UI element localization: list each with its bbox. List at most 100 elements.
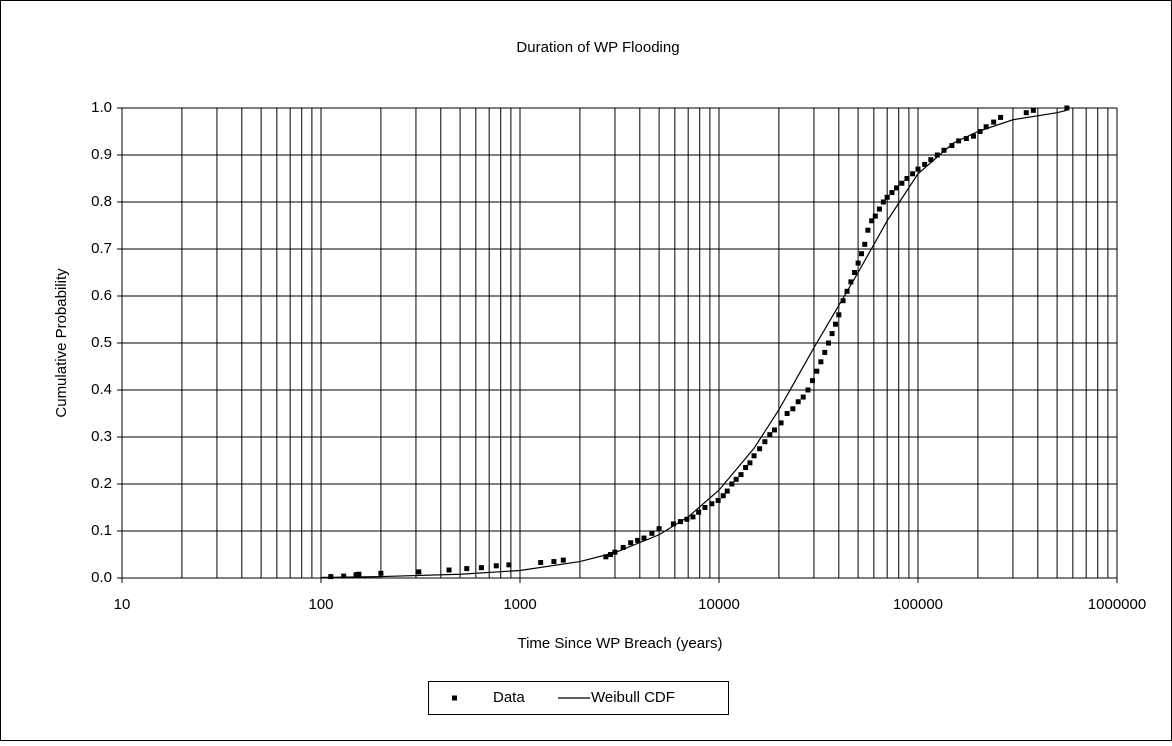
data-point [869,218,875,224]
data-point [970,133,976,139]
y-tick-label: 0.7 [91,240,112,257]
data-point [818,359,824,365]
fit-line [320,109,1068,579]
data-point [858,251,864,257]
data-point [833,321,839,327]
data-point [840,298,846,304]
y-tick-label: 1.0 [91,99,112,116]
data-point [829,331,835,337]
data-point [998,114,1004,120]
legend-marker [452,695,457,701]
data-point [464,566,470,572]
data-point [670,521,676,527]
y-tick-label: 0.4 [91,381,112,398]
data-point [795,399,801,405]
data-point [862,241,868,247]
data-point [822,349,828,355]
data-point [762,439,768,445]
y-tick-label: 0.3 [91,428,112,445]
data-point [852,270,858,275]
data-point [715,497,721,503]
data-point [506,562,512,568]
data-point [738,472,744,478]
data-point [328,574,334,580]
data-point [635,537,641,543]
data-point [915,166,921,172]
data-point [809,378,815,384]
data-point [684,516,690,522]
data-point [894,185,900,191]
data-point [538,559,544,565]
data-point [884,194,890,200]
data-point [800,394,806,400]
data-point [865,227,871,233]
data-point [757,446,763,452]
data-point [941,147,947,153]
data-point [603,554,609,560]
data-point [751,453,757,459]
y-tick-label: 0.5 [91,334,112,351]
data-point [977,129,983,134]
legend-label: Data [493,689,525,706]
data-point [910,171,916,177]
legend-label: Weibull CDF [591,689,675,706]
y-tick-label: 0.9 [91,146,112,163]
data-point [899,180,905,186]
x-tick-label: 10 [114,596,131,613]
data-point [836,312,842,318]
x-tick-label: 10000 [698,596,740,613]
data-point [814,368,820,374]
data-point [641,535,647,541]
data-point [620,544,626,550]
data-point [963,136,969,142]
data-point [790,406,796,412]
data-point [771,427,777,433]
data-point [416,569,422,575]
data-point [983,124,989,130]
data-point [848,279,854,285]
data-point [649,530,655,536]
data-point [922,161,928,167]
x-tick-label: 1000000 [1088,596,1146,613]
data-point [904,176,910,181]
data-point [778,420,784,426]
data-point [784,411,790,416]
data-point [690,514,696,520]
data-point [478,565,484,571]
data-point [628,540,634,546]
data-point [876,206,882,212]
data-point [608,552,614,557]
data-point [991,119,997,125]
data-point [1023,110,1029,116]
data-point [1064,105,1070,111]
data-point [805,387,811,393]
data-point [747,460,753,466]
data-point [446,567,452,573]
data-point [560,557,566,563]
data-point [353,572,359,578]
data-point [724,488,730,494]
x-tick-label: 100 [308,596,333,613]
data-point [880,199,886,205]
data-point [378,570,384,576]
data-point [729,481,735,487]
x-tick-label: 100000 [893,596,943,613]
y-tick-label: 0.6 [91,287,112,304]
data-point [702,505,708,510]
data-point [720,493,726,499]
x-tick-label: 1000 [503,596,536,613]
data-point [934,152,940,158]
chart-title: Duration of WP Flooding [516,39,679,56]
x-axis-label: Time Since WP Breach (years) [517,635,722,652]
data-point [949,143,955,149]
y-axis-label: Cumulative Probability [53,268,70,418]
data-point [872,213,878,219]
data-point [855,260,861,266]
data-point [709,501,715,507]
data-point [493,563,499,569]
data-point [928,157,934,163]
y-tick-label: 0.1 [91,522,112,539]
data-point [733,476,739,482]
